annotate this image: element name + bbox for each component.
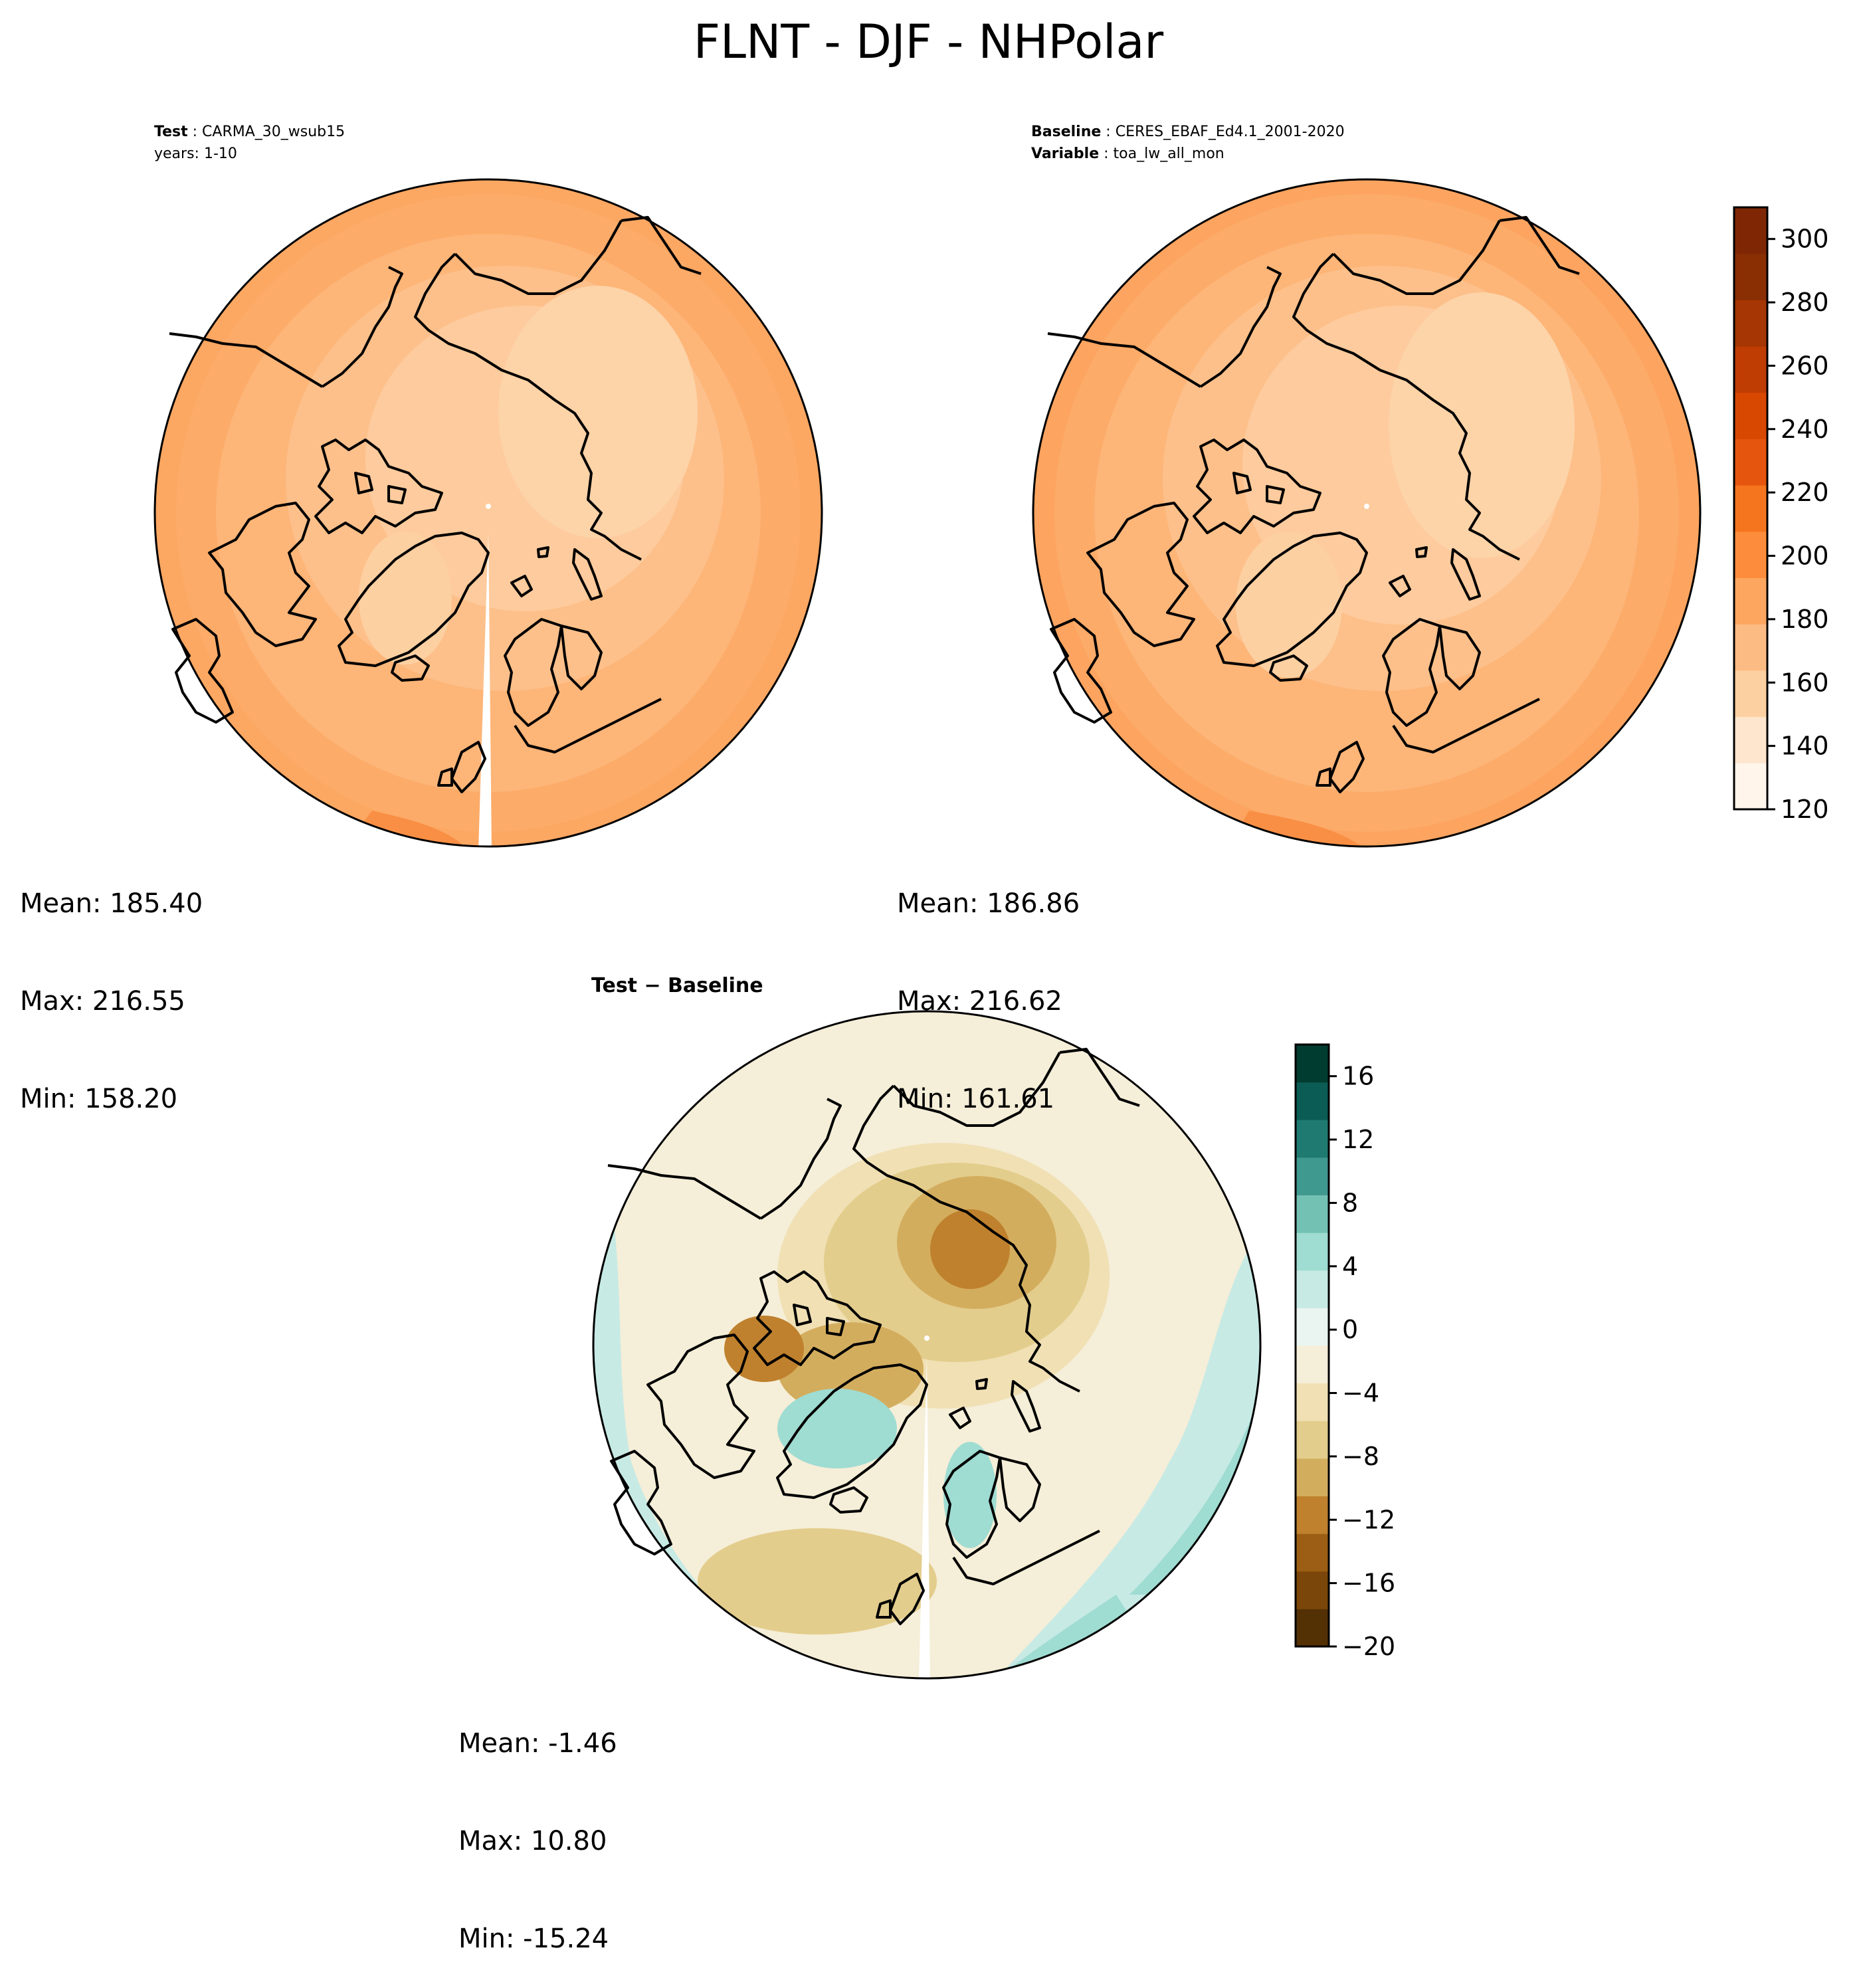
baseline-min: Min: 161.61: [897, 1084, 1055, 1114]
baseline-map-boundary: [1032, 178, 1702, 848]
colorbar-diff-tick-label: −4: [1342, 1379, 1379, 1408]
colorbar-main-segment: [1734, 577, 1767, 625]
test-meta-line1: Test : CARMA_30_wsub15: [154, 124, 345, 140]
colorbar-diff-segment: [1296, 1308, 1329, 1346]
baseline-north-pole-marker: [1364, 504, 1369, 509]
diff-min: Min: -15.24: [458, 1924, 609, 1954]
colorbar-diff-segment: [1296, 1609, 1329, 1647]
colorbar-diff-segment: [1296, 1534, 1329, 1572]
colorbar-diff-segment: [1296, 1082, 1329, 1120]
baseline-meta: Baseline : CERES_EBAF_Ed4.1_2001-2020 Va…: [1031, 121, 1345, 165]
colorbar-diff-segment: [1296, 1496, 1329, 1534]
colorbar-diff: −20 −16 −12 −8 −4 0 4 8 12 16: [1294, 1043, 1395, 1661]
colorbar-diff-segment: [1296, 1044, 1329, 1083]
test-max: Max: 216.55: [20, 986, 185, 1017]
colorbar-main-tick-label: 200: [1781, 542, 1829, 571]
colorbar-diff-tick-label: −20: [1342, 1632, 1395, 1661]
colorbar-diff-tick-label: −8: [1342, 1442, 1379, 1471]
colorbar-diff-segment: [1296, 1270, 1329, 1308]
colorbar-main-segment: [1734, 253, 1767, 300]
diff-north-pole-marker: [924, 1336, 929, 1341]
colorbar-main-segment: [1734, 346, 1767, 393]
colorbar-diff-segment: [1296, 1120, 1329, 1158]
colorbar-main-segment: [1734, 763, 1767, 810]
colorbar-diff-tick-label: 16: [1342, 1062, 1374, 1091]
colorbar-main-tick-label: 220: [1781, 478, 1829, 507]
colorbar-main: 120 140 160 180 200 220 240 260 280 300: [1733, 206, 1829, 824]
colorbar-diff-tick-label: 12: [1342, 1125, 1374, 1154]
diff-map-boundary: [592, 1010, 1262, 1680]
colorbar-main-tick-label: 120: [1781, 795, 1829, 824]
baseline-meta-line1: Baseline : CERES_EBAF_Ed4.1_2001-2020: [1031, 124, 1345, 140]
colorbar-diff-tick-label: 0: [1342, 1315, 1358, 1344]
colorbar-diff-tick-label: 8: [1342, 1188, 1358, 1217]
test-map-boundary: [153, 178, 823, 848]
test-meta: Test : CARMA_30_wsub15 years: 1-10: [154, 121, 345, 165]
colorbar-diff-segment: [1296, 1195, 1329, 1233]
colorbar-main-tick-label: 240: [1781, 415, 1829, 444]
diff-mean: Mean: -1.46: [458, 1728, 617, 1759]
colorbar-main-tick-label: 160: [1781, 668, 1829, 697]
colorbar-diff-segment: [1296, 1421, 1329, 1459]
test-meta-line2: years: 1-10: [154, 146, 237, 162]
colorbar-main-segment: [1734, 207, 1767, 254]
colorbar-main-segment: [1734, 716, 1767, 763]
colorbar-main-segment: [1734, 485, 1767, 532]
test-map: [153, 178, 823, 848]
diff-panel-title: Test − Baseline: [591, 974, 763, 997]
colorbar-main-tick-label: 260: [1781, 351, 1829, 380]
baseline-stats: Mean: 186.86 Max: 216.62 Min: 161.61: [897, 823, 1080, 1148]
colorbar-diff-segment: [1296, 1233, 1329, 1271]
colorbar-diff-segment: [1296, 1345, 1329, 1384]
colorbar-main-segment: [1734, 439, 1767, 486]
test-stats: Mean: 185.40 Max: 216.55 Min: 158.20: [20, 823, 203, 1148]
colorbar-diff-tick-label: 4: [1342, 1252, 1358, 1281]
colorbar-diff-tick-label: −12: [1342, 1505, 1395, 1534]
figure-title: FLNT - DJF - NHPolar: [693, 15, 1164, 69]
test-mean: Mean: 185.40: [20, 888, 203, 919]
colorbar-diff-segment: [1296, 1458, 1329, 1496]
colorbar-diff-segment: [1296, 1157, 1329, 1195]
colorbar-main-tick-label: 280: [1781, 288, 1829, 317]
colorbar-main-frame: [1733, 206, 1769, 811]
baseline-max: Max: 216.62: [897, 986, 1062, 1017]
baseline-meta-line2: Variable : toa_lw_all_mon: [1031, 146, 1224, 162]
colorbar-main-tick-label: 180: [1781, 605, 1829, 634]
test-north-pole-marker: [486, 504, 491, 509]
baseline-map: [1032, 178, 1702, 848]
diff-max: Max: 10.80: [458, 1826, 607, 1856]
colorbar-diff-tick-label: −16: [1342, 1569, 1395, 1598]
colorbar-diff-frame: [1294, 1043, 1330, 1648]
colorbar-main-segment: [1734, 392, 1767, 439]
test-min: Min: 158.20: [20, 1084, 178, 1114]
colorbar-main-segment: [1734, 624, 1767, 671]
colorbar-main-segment: [1734, 300, 1767, 347]
colorbar-diff-segment: [1296, 1571, 1329, 1609]
colorbar-main-tick-label: 300: [1781, 225, 1829, 254]
colorbar-main-segment: [1734, 670, 1767, 718]
baseline-mean: Mean: 186.86: [897, 888, 1080, 919]
colorbar-main-tick-label: 140: [1781, 732, 1829, 761]
diff-stats: Mean: -1.46 Max: 10.80 Min: -15.24: [458, 1662, 617, 1988]
colorbar-main-segment: [1734, 531, 1767, 579]
colorbar-diff-segment: [1296, 1383, 1329, 1421]
